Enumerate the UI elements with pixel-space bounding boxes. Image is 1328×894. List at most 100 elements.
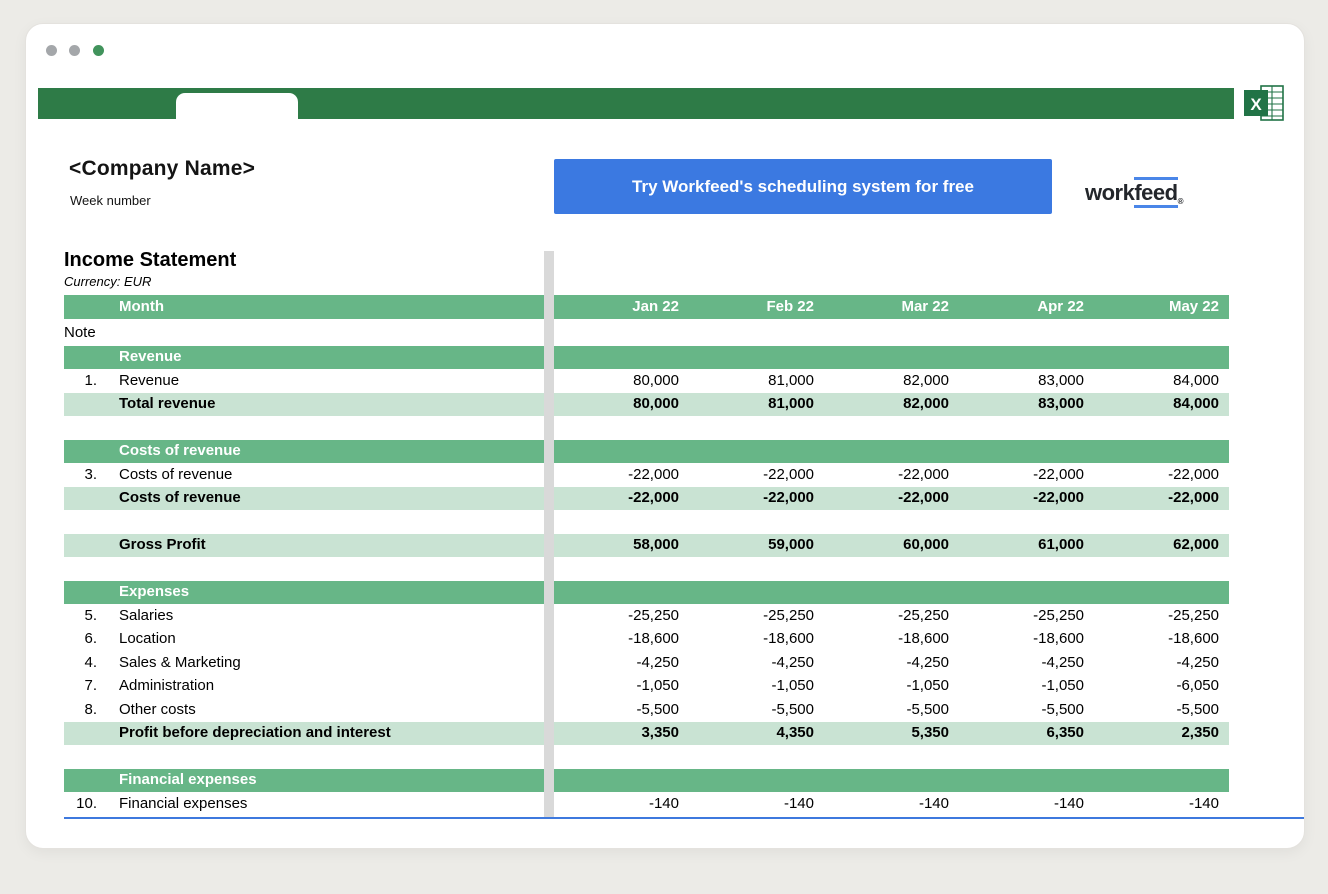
cell-value: 80,000 — [633, 395, 679, 412]
cell-value: -18,600 — [1168, 630, 1219, 647]
cell-value: 3,350 — [641, 724, 679, 741]
row-label: Gross Profit — [119, 536, 206, 553]
cell-value: -5,500 — [771, 700, 814, 718]
row-note: 7. — [84, 677, 97, 694]
cell-value: 83,000 — [1038, 395, 1084, 412]
cta-banner-button[interactable]: Try Workfeed's scheduling system for fre… — [554, 159, 1052, 214]
cell-value: -25,250 — [1033, 606, 1084, 624]
cell-value: 4,350 — [776, 724, 814, 741]
month-header-label: Month — [119, 298, 164, 315]
row-label: Costs of revenue — [119, 465, 233, 483]
svg-text:X: X — [1250, 95, 1262, 114]
company-name: <Company Name> — [69, 157, 256, 180]
cell-value: 80,000 — [633, 371, 679, 389]
workfeed-logo[interactable]: workfeed® — [1085, 177, 1184, 208]
row-note: 6. — [84, 630, 97, 647]
row-label: Salaries — [119, 606, 174, 624]
row-note: 4. — [84, 653, 97, 671]
cell-value: -5,500 — [1041, 700, 1084, 718]
cell-value: -22,000 — [1033, 465, 1084, 483]
frozen-pane-divider — [544, 251, 554, 818]
row-label: Profit before depreciation and interest — [119, 724, 391, 741]
cell-value: -25,250 — [898, 606, 949, 624]
cell-value: -1,050 — [636, 677, 679, 694]
window-button-close[interactable] — [46, 45, 57, 56]
cell-value: 81,000 — [768, 371, 814, 389]
month-column-label: Mar 22 — [901, 298, 949, 315]
table-row: 8. Other costs -5,500 -5,500 -5,500 -5,5… — [64, 699, 1229, 722]
row-label: Other costs — [119, 700, 196, 718]
section-label: Financial expenses — [119, 771, 257, 788]
spacer-row — [64, 511, 1229, 534]
cell-value: -22,000 — [898, 465, 949, 483]
row-label: Costs of revenue — [119, 489, 241, 506]
cell-value: -22,000 — [898, 489, 949, 506]
table-row: 5. Salaries -25,250 -25,250 -25,250 -25,… — [64, 605, 1229, 628]
cell-value: 61,000 — [1038, 536, 1084, 553]
total-row: Costs of revenue -22,000 -22,000 -22,000… — [64, 487, 1229, 510]
cell-value: -4,250 — [1041, 653, 1084, 671]
cell-value: -140 — [918, 794, 949, 812]
cell-value: -22,000 — [1033, 489, 1084, 506]
month-column-label: Apr 22 — [1037, 298, 1084, 315]
row-note: 1. — [84, 371, 97, 389]
cell-value: -22,000 — [763, 465, 814, 483]
cell-value: -22,000 — [1168, 489, 1219, 506]
spacer-row — [64, 558, 1229, 581]
cell-value: 81,000 — [768, 395, 814, 412]
cell-value: 2,350 — [1181, 724, 1219, 741]
cell-value: 82,000 — [903, 371, 949, 389]
month-column-label: Feb 22 — [766, 298, 814, 315]
cell-value: -18,600 — [898, 630, 949, 647]
spacer-row — [64, 417, 1229, 440]
month-column-label: May 22 — [1168, 298, 1219, 315]
month-column-label: Jan 22 — [632, 298, 679, 315]
table-row: 4. Sales & Marketing -4,250 -4,250 -4,25… — [64, 652, 1229, 675]
cell-value: -22,000 — [628, 465, 679, 483]
cell-value: -5,500 — [636, 700, 679, 718]
section-label: Costs of revenue — [119, 442, 241, 459]
cell-value: -18,600 — [1033, 630, 1084, 647]
row-label: Location — [119, 630, 176, 647]
cell-value: -140 — [1188, 794, 1219, 812]
cell-value: -1,050 — [906, 677, 949, 694]
total-row: Total revenue 80,000 81,000 82,000 83,00… — [64, 393, 1229, 416]
spacer-row — [64, 746, 1229, 769]
logo-registered-mark: ® — [1177, 197, 1184, 206]
table-row: 10. Financial expenses -140 -140 -140 -1… — [64, 793, 1229, 816]
cell-value: -18,600 — [628, 630, 679, 647]
total-row: Profit before depreciation and interest … — [64, 722, 1229, 745]
cell-value: -5,500 — [1176, 700, 1219, 718]
window-button-minimize[interactable] — [69, 45, 80, 56]
table-row: 3. Costs of revenue -22,000 -22,000 -22,… — [64, 464, 1229, 487]
logo-work-text: work — [1085, 180, 1135, 205]
sheet-tab-bar — [38, 88, 1234, 119]
note-label: Note — [64, 324, 96, 341]
row-note: 5. — [84, 606, 97, 624]
section-label: Expenses — [119, 583, 190, 600]
cell-value: 5,350 — [911, 724, 949, 741]
cell-value: -25,250 — [628, 606, 679, 624]
row-note: 3. — [84, 465, 97, 483]
section-header-row: Expenses — [64, 581, 1229, 604]
sheet-currency: Currency: EUR — [64, 274, 152, 289]
cell-value: 84,000 — [1173, 395, 1219, 412]
window-button-zoom[interactable] — [93, 45, 104, 56]
cell-value: 62,000 — [1173, 536, 1219, 553]
cell-value: 82,000 — [903, 395, 949, 412]
section-header-row: Financial expenses — [64, 769, 1229, 792]
cell-value: -18,600 — [763, 630, 814, 647]
cell-value: -22,000 — [1168, 465, 1219, 483]
cell-value: 6,350 — [1046, 724, 1084, 741]
scroll-cutoff-line — [64, 817, 1304, 819]
table-row: 6. Location -18,600 -18,600 -18,600 -18,… — [64, 628, 1229, 651]
cell-value: -4,250 — [1176, 653, 1219, 671]
cell-value: -25,250 — [1168, 606, 1219, 624]
active-sheet-tab[interactable] — [176, 93, 298, 119]
section-header-row: Revenue — [64, 346, 1229, 369]
cell-value: -22,000 — [628, 489, 679, 506]
excel-icon: X — [1242, 83, 1286, 123]
cell-value: -4,250 — [636, 653, 679, 671]
cell-value: -140 — [783, 794, 814, 812]
cell-value: -140 — [1053, 794, 1084, 812]
